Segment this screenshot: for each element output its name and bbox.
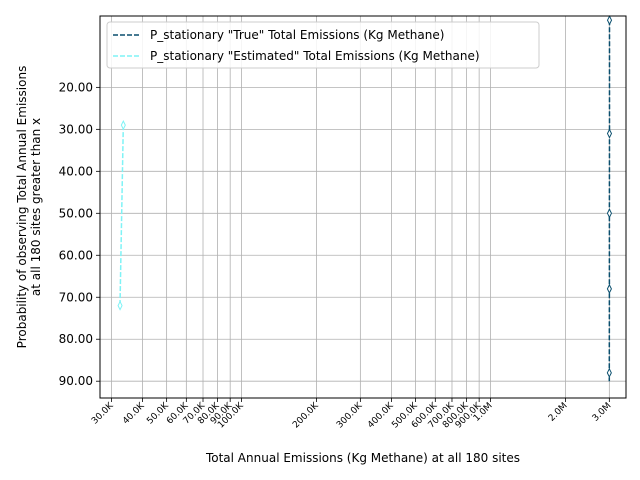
series-layer [117, 15, 613, 382]
y-tick-label: 90.00 [59, 374, 93, 388]
x-tick-label: 200.0K [291, 400, 321, 430]
x-tick-label: 30.0K [90, 400, 116, 426]
legend-label-true: P_stationary "True" Total Emissions (Kg … [150, 28, 444, 42]
series-line-1 [119, 125, 125, 306]
legend-label-estimated: P_stationary "Estimated" Total Emissions… [150, 49, 480, 63]
x-axis: 30.0K 40.0K50.0K60.0K70.0K80.0K90.0K100.0… [90, 398, 613, 431]
plot-frame [99, 15, 627, 399]
y-axis-label-line1: Probability of observing Total Annual Em… [15, 66, 29, 349]
legend: P_stationary "True" Total Emissions (Kg … [106, 21, 540, 69]
x-tick-label: 2.0M [547, 401, 570, 424]
y-tick-label: 60.00 [59, 248, 93, 262]
data-point [606, 15, 613, 26]
y-tick-label: 20.00 [59, 80, 93, 94]
x-axis-label: Total Annual Emissions (Kg Methane) at a… [205, 451, 520, 465]
grid-lines [100, 16, 626, 398]
y-tick-label: 50.00 [59, 206, 93, 220]
y-tick-label: 80.00 [59, 332, 93, 346]
data-point [606, 367, 612, 378]
x-tick-label: 40.0K [121, 400, 147, 426]
data-point [120, 120, 126, 131]
x-tick-label: 300.0K [335, 400, 365, 430]
y-axis-label-line2: at all 180 sites greater than x [29, 118, 43, 296]
legend-box [106, 21, 540, 69]
y-axis: 20.00 30.00 40.00 50.00 60.00 70.00 80.00 90.00 [59, 80, 100, 388]
data-point [606, 128, 613, 139]
y-tick-label: 30.00 [59, 122, 93, 136]
data-point [606, 283, 612, 294]
y-tick-label: 40.00 [59, 164, 93, 178]
x-tick-label: 3.0M [591, 401, 614, 424]
data-point [117, 300, 123, 311]
data-point [606, 208, 612, 219]
y-tick-label: 70.00 [59, 290, 93, 304]
